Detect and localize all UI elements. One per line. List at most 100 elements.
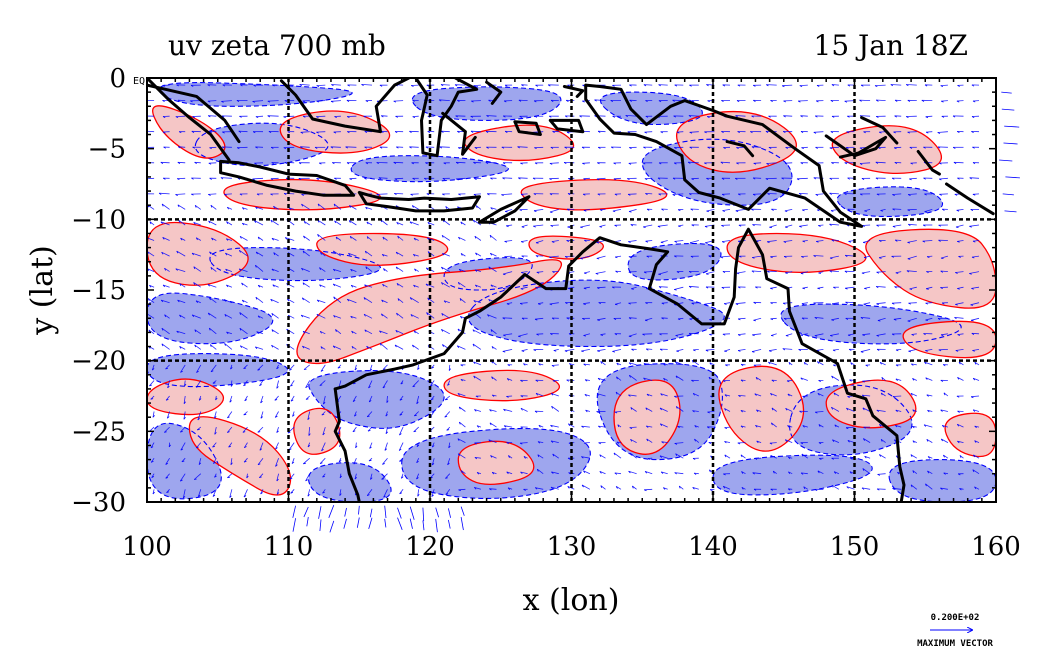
coastline-segment: [219, 159, 356, 197]
wind-vector: [490, 284, 497, 288]
wind-vector-head: [970, 304, 974, 306]
wind-vector-head: [972, 100, 976, 103]
wind-vector-head: [953, 161, 957, 164]
wind-vector-head: [349, 178, 352, 181]
wind-vector-head: [192, 116, 195, 118]
wind-vector-head: [193, 282, 196, 285]
wind-vector-head: [709, 334, 712, 336]
wind-vector: [660, 393, 668, 397]
wind-vector-head: [533, 225, 536, 228]
wind-vector-head: [412, 99, 415, 102]
wind-vector: [597, 377, 606, 381]
wind-vector: [273, 205, 279, 210]
wind-vector-head: [305, 398, 309, 400]
wind-vector: [502, 317, 513, 319]
wind-vector: [926, 438, 933, 443]
wind-vector-head: [273, 206, 276, 209]
wind-vector: [160, 221, 170, 226]
wind-vector-head: [937, 146, 941, 149]
wind-vector-head: [220, 177, 224, 180]
wind-vector-head: [413, 284, 416, 288]
wind-vector-head: [564, 146, 567, 149]
wind-vector-head: [782, 302, 786, 305]
wind-vector-head: [549, 178, 552, 181]
wind-vector-head: [894, 99, 898, 102]
wind-vector-head: [583, 335, 586, 337]
wind-vector-head: [518, 335, 521, 338]
wind-vector: [291, 458, 295, 464]
wind-vector-head: [255, 116, 259, 119]
wind-vector-head: [211, 237, 214, 241]
wind-vector-head: [319, 331, 322, 334]
wind-vector-head: [348, 220, 351, 223]
wind-vector-head: [788, 471, 791, 475]
wind-vector-head: [252, 131, 256, 134]
wind-vector-head: [770, 455, 773, 458]
wind-vector: [267, 115, 279, 117]
wind-vector-head: [706, 177, 709, 180]
wind-vector-head: [863, 131, 866, 134]
wind-vector: [646, 393, 653, 397]
wind-vector-head: [923, 333, 926, 336]
wind-vector: [767, 270, 777, 272]
negative-vorticity-area: [468, 280, 725, 347]
wind-vector-head: [596, 242, 600, 244]
wind-vector-head: [721, 225, 724, 227]
wind-vector-head: [893, 318, 897, 321]
wind-vector: [351, 330, 357, 335]
wind-vector-head: [367, 415, 370, 418]
wind-vector-head: [552, 453, 555, 457]
wind-vector: [521, 271, 528, 273]
wind-vector-head: [567, 486, 570, 489]
wind-vector: [646, 438, 653, 443]
wind-vector-head: [754, 457, 758, 460]
wind-vector-head: [628, 256, 632, 259]
wind-vector-head: [880, 392, 883, 396]
wind-vector-head: [426, 312, 428, 315]
wind-vector-head: [502, 317, 506, 320]
wind-vector-head: [254, 162, 257, 165]
wind-vector: [660, 240, 668, 243]
wind-vector: [600, 333, 606, 336]
wind-vector-head: [417, 494, 420, 497]
wind-vector: [178, 219, 186, 226]
wind-vector: [504, 425, 513, 428]
wind-vector: [583, 302, 590, 305]
wind-vector: [382, 236, 388, 241]
wind-vector: [299, 84, 310, 86]
wind-vector-head: [283, 193, 287, 196]
wind-vector-head: [396, 283, 399, 286]
wind-vector-head: [643, 226, 646, 228]
positive-vorticity-area: [521, 179, 667, 210]
wind-vector: [940, 333, 948, 336]
wind-vector-head: [782, 348, 786, 351]
wind-vector-head: [298, 178, 302, 180]
wind-vector: [220, 177, 232, 179]
wind-vector: [643, 363, 653, 366]
wind-vector-head: [970, 209, 974, 211]
wind-vector: [224, 343, 233, 350]
wind-vector-head: [147, 298, 150, 301]
wind-vector: [271, 329, 279, 335]
wind-vector: [688, 161, 699, 164]
wind-vector: [286, 328, 295, 335]
wind-vector: [323, 395, 326, 405]
wind-vector: [891, 302, 902, 304]
wind-vector-head: [895, 364, 899, 367]
wind-vector-head: [271, 268, 274, 272]
wind-vector: [303, 506, 309, 518]
wind-vector-head: [366, 236, 369, 239]
y-tick-label: −5: [88, 135, 126, 165]
wind-vector-head: [755, 425, 758, 428]
wind-vector-head: [628, 394, 631, 397]
wind-vector-head: [472, 219, 475, 223]
wind-vector-head: [381, 313, 383, 317]
wind-vector-head: [393, 100, 397, 103]
wind-vector-head: [228, 445, 232, 448]
wind-vector-head: [831, 84, 835, 87]
wind-vector: [394, 177, 404, 180]
wind-vector-head: [582, 193, 586, 196]
wind-vector: [162, 284, 170, 288]
wind-vector-head: [737, 334, 741, 336]
wind-vector-head: [536, 333, 539, 336]
